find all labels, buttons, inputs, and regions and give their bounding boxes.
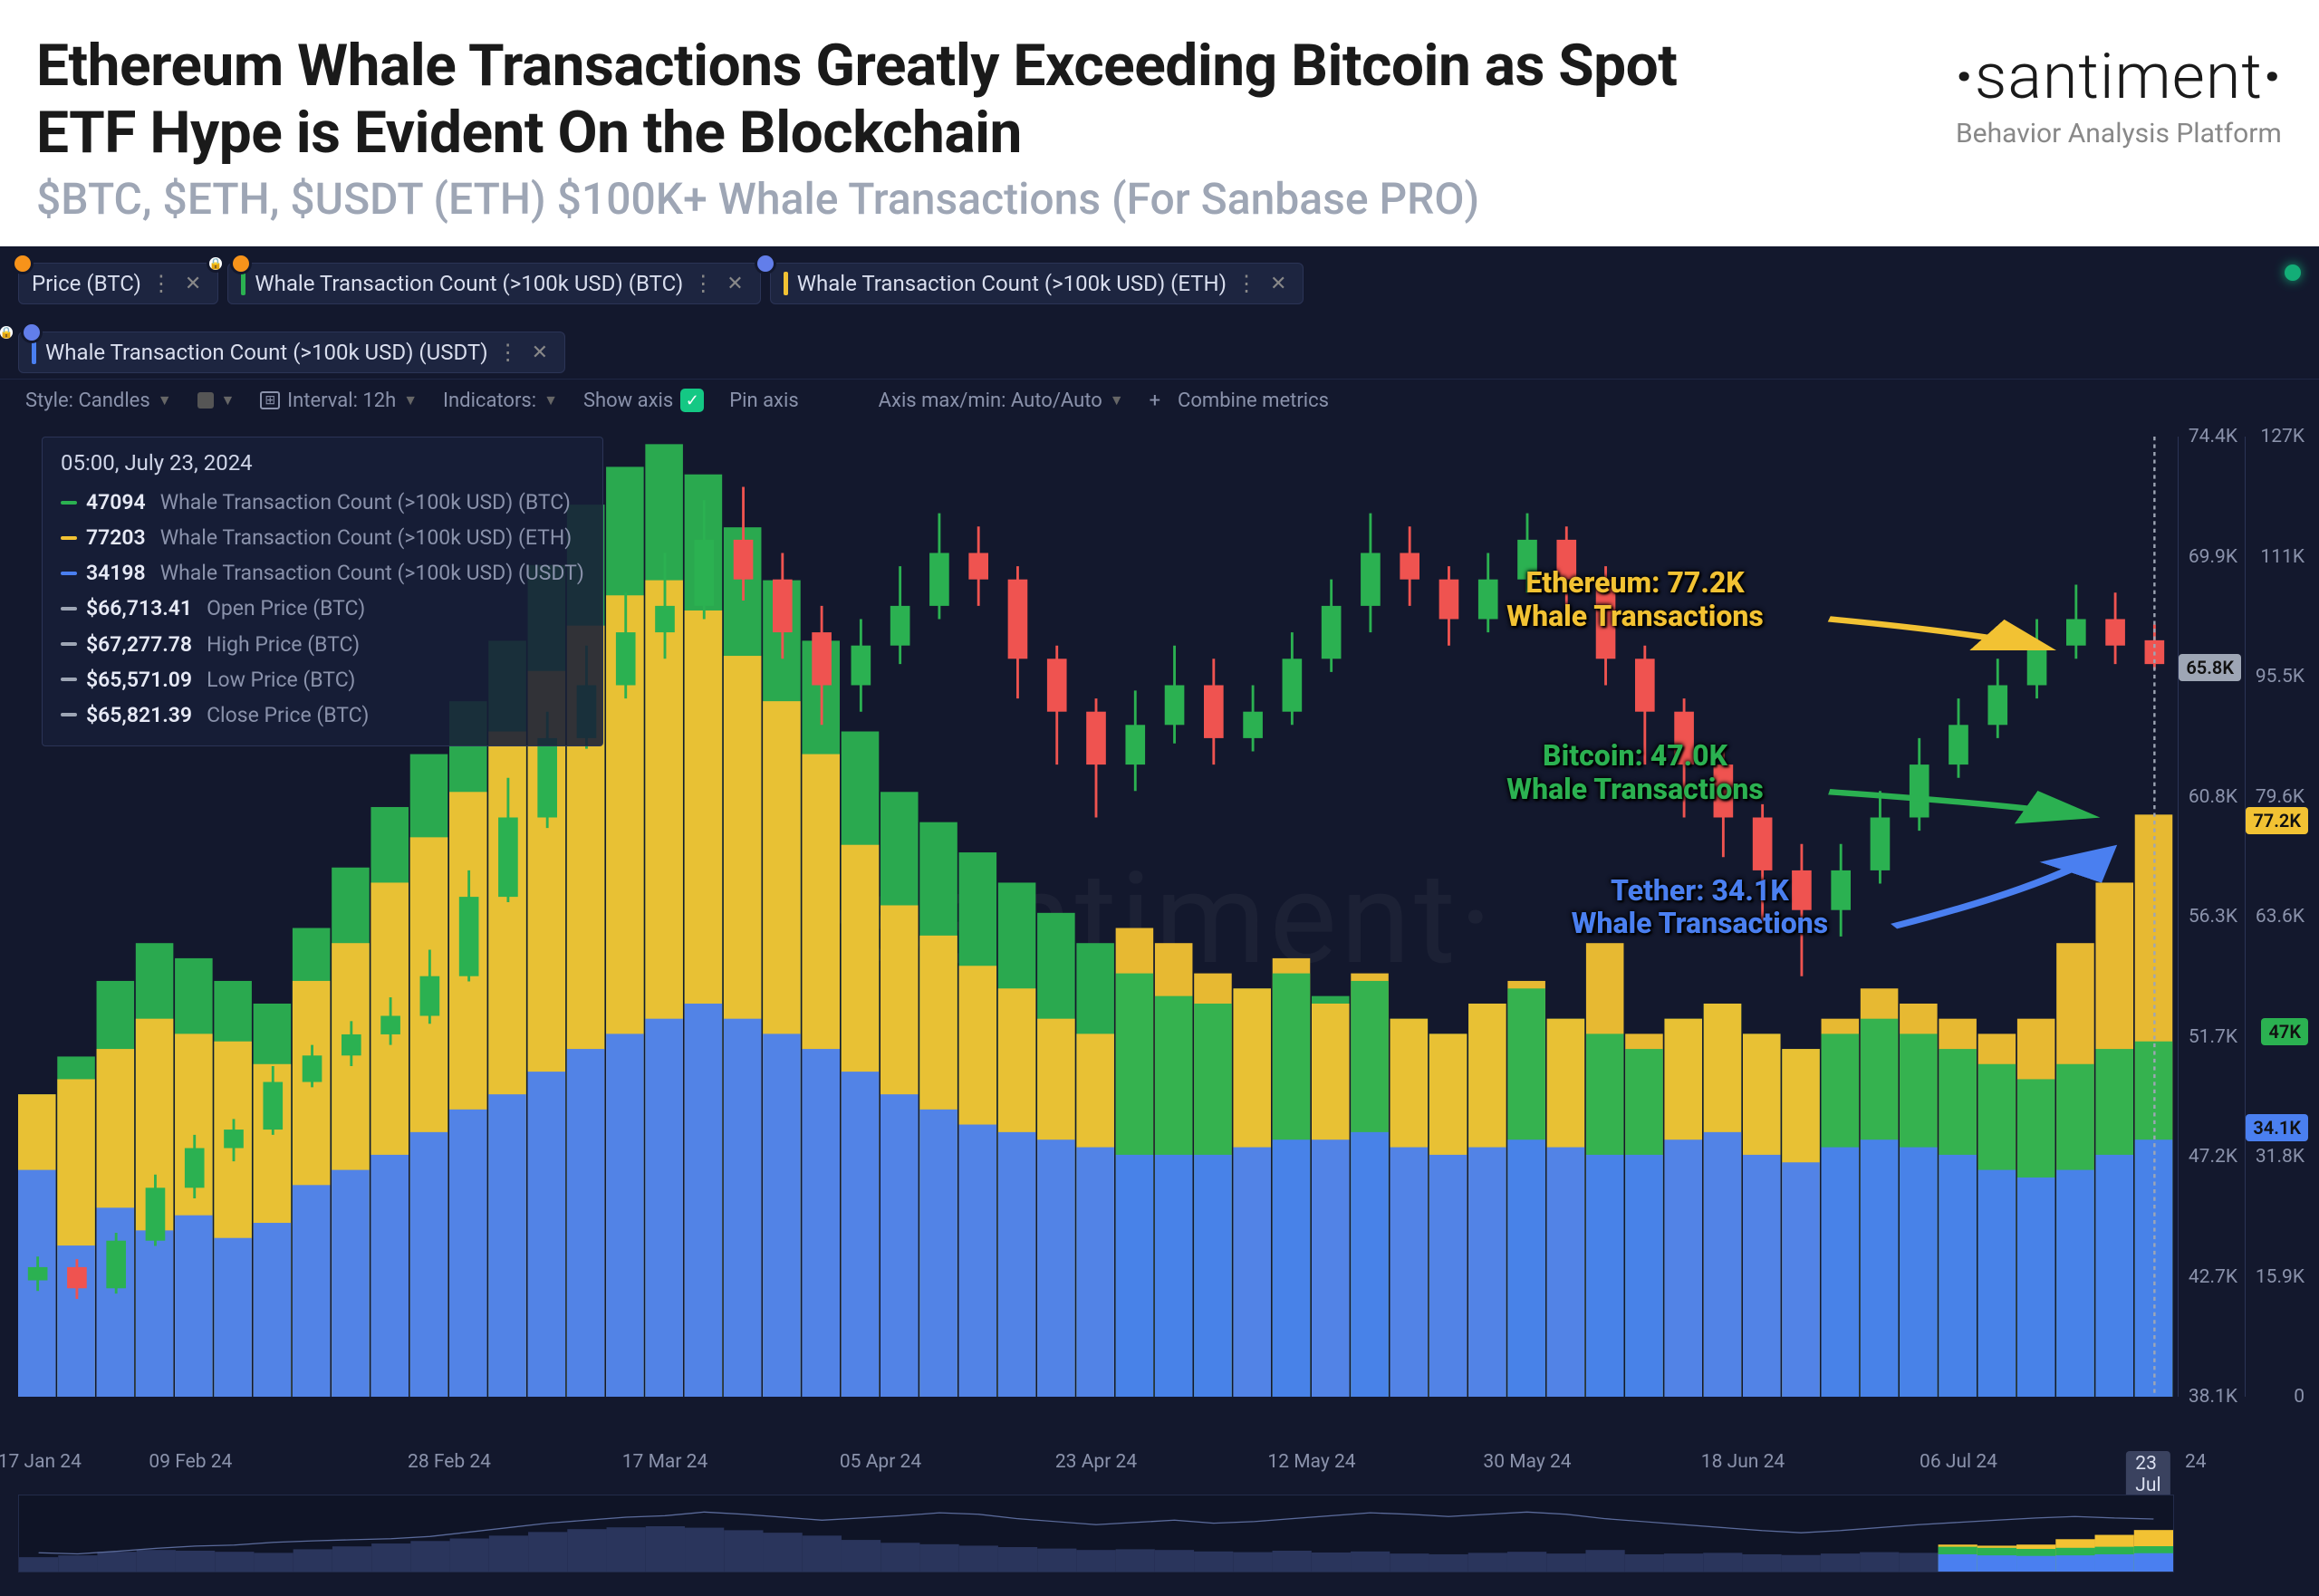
- axis-minmax-select[interactable]: Axis max/min: Auto/Auto ▼: [879, 389, 1124, 412]
- indicators-select[interactable]: Indicators: ▼: [443, 389, 558, 412]
- plot-inner[interactable]: 05:00, July 23, 2024 47094Whale Transact…: [18, 437, 2174, 1397]
- axis-tick: 42.7K: [2189, 1266, 2237, 1288]
- legend-row: $67,277.78High Price (BTC): [61, 627, 584, 662]
- axis-tick: 34.1K: [2246, 1114, 2308, 1141]
- chip-menu-icon[interactable]: ⋮: [1236, 271, 1257, 296]
- chip-menu-icon[interactable]: ⋮: [497, 340, 519, 365]
- legend-row: 34198Whale Transaction Count (>100k USD)…: [61, 555, 584, 591]
- x-axis-tick: 17 Jan 24: [0, 1451, 82, 1473]
- chip-close-icon[interactable]: ✕: [723, 273, 746, 295]
- chip-label: Whale Transaction Count (>100k USD) (ETH…: [797, 271, 1227, 296]
- hover-legend: 05:00, July 23, 2024 47094Whale Transact…: [42, 437, 603, 746]
- axis-tick: 69.9K: [2189, 546, 2237, 568]
- axis-tick: 56.3K: [2189, 906, 2237, 928]
- coin-icon: [12, 253, 34, 274]
- axis-tick: 51.7K: [2189, 1026, 2237, 1048]
- chip-close-icon[interactable]: ✕: [181, 273, 205, 295]
- chart-toolbar: Style: Candles ▼ ▼ ⊞ Interval: 12h ▼ Ind…: [0, 379, 2319, 421]
- legend-row: 47094Whale Transaction Count (>100k USD)…: [61, 485, 584, 520]
- axis-tick: 15.9K: [2256, 1266, 2305, 1288]
- series-color-icon: [784, 272, 788, 295]
- legend-row: $65,571.09Low Price (BTC): [61, 662, 584, 697]
- x-axis-tick: 28 Feb 24: [408, 1451, 491, 1473]
- overview-strip[interactable]: [18, 1495, 2174, 1572]
- chip-menu-icon[interactable]: ⋮: [692, 271, 714, 296]
- y-axis-tx: 127K111K95.5K79.6K77.2K63.6K47K34.1K31.8…: [2245, 437, 2312, 1397]
- axis-tick: 111K: [2260, 546, 2305, 568]
- x-axis-tick: 18 Jun 24: [1701, 1451, 1785, 1473]
- x-axis: 17 Jan 2409 Feb 2428 Feb 2417 Mar 2405 A…: [18, 1451, 2174, 1478]
- x-axis-tick: 24: [2185, 1451, 2207, 1473]
- x-axis-tick: 12 May 24: [1267, 1451, 1355, 1473]
- chip-close-icon[interactable]: ✕: [1266, 273, 1290, 295]
- page-title: Ethereum Whale Transactions Greatly Exce…: [36, 33, 1757, 166]
- y-axes: 74.4K69.9K65.8K60.8K56.3K51.7K47.2K42.7K…: [2178, 437, 2312, 1397]
- combine-metrics-button[interactable]: + Combine metrics: [1150, 389, 1329, 412]
- axis-tick: 38.1K: [2189, 1386, 2237, 1408]
- axis-tick: 31.8K: [2256, 1146, 2305, 1168]
- interval-select[interactable]: ⊞ Interval: 12h ▼: [260, 389, 418, 412]
- axis-tick: 95.5K: [2256, 666, 2305, 687]
- legend-date: 05:00, July 23, 2024: [61, 450, 584, 476]
- chip-label: Whale Transaction Count (>100k USD) (USD…: [45, 340, 488, 365]
- chip-close-icon[interactable]: ✕: [528, 341, 552, 364]
- axis-tick: 0: [2294, 1386, 2305, 1408]
- metric-chip[interactable]: 🔒Whale Transaction Count (>100k USD) (US…: [18, 332, 565, 373]
- x-axis-tick: 06 Jul 24: [1920, 1451, 1997, 1473]
- brand-logo: ·santiment·: [1955, 40, 2283, 114]
- series-color-icon: [241, 272, 245, 295]
- metric-chips-row: Price (BTC)⋮✕🔒Whale Transaction Count (>…: [0, 246, 2319, 379]
- series-color-icon: [32, 341, 36, 364]
- metric-chip[interactable]: Whale Transaction Count (>100k USD) (ETH…: [770, 263, 1304, 304]
- metric-chip[interactable]: Price (BTC) ⋮ ✕: [18, 263, 218, 304]
- axis-tick: 65.8K: [2179, 654, 2241, 681]
- axis-tick: 77.2K: [2246, 807, 2308, 834]
- lock-icon: 🔒: [207, 255, 225, 273]
- chip-label: Price (BTC): [32, 271, 141, 296]
- x-axis-tick: 30 May 24: [1483, 1451, 1571, 1473]
- plot-area: ·santiment· 05:00, July 23, 2024 47094Wh…: [0, 437, 2319, 1442]
- brand-block: ·santiment· Behavior Analysis Platform: [1955, 33, 2283, 149]
- show-axis-toggle[interactable]: Show axis ✓: [583, 389, 704, 412]
- x-axis-tick: 23 Apr 24: [1055, 1451, 1137, 1473]
- axis-tick: 63.6K: [2256, 906, 2305, 928]
- brand-tagline: Behavior Analysis Platform: [1955, 118, 2283, 149]
- x-axis-tick: 17 Mar 24: [622, 1451, 708, 1473]
- y-axis-price: 74.4K69.9K65.8K60.8K56.3K51.7K47.2K42.7K…: [2178, 437, 2245, 1397]
- x-axis-tick: 05 Apr 24: [840, 1451, 921, 1473]
- x-axis-tick: 09 Feb 24: [149, 1451, 232, 1473]
- lock-icon: 🔒: [0, 323, 15, 341]
- axis-tick: 60.8K: [2189, 786, 2237, 808]
- chip-label: Whale Transaction Count (>100k USD) (BTC…: [255, 271, 683, 296]
- coin-icon: [755, 253, 776, 274]
- fill-toggle[interactable]: ▼: [197, 391, 236, 409]
- chip-menu-icon[interactable]: ⋮: [150, 271, 172, 296]
- coin-icon: [21, 322, 43, 343]
- style-select[interactable]: Style: Candles ▼: [25, 389, 172, 412]
- axis-tick: 127K: [2260, 426, 2305, 447]
- axis-tick: 74.4K: [2189, 426, 2237, 447]
- coin-icon: [230, 253, 252, 274]
- legend-row: $65,821.39Close Price (BTC): [61, 697, 584, 733]
- axis-tick: 79.6K: [2256, 786, 2305, 808]
- page-subtitle: $BTC, $ETH, $USDT (ETH) $100K+ Whale Tra…: [36, 173, 1757, 225]
- axis-tick: 47.2K: [2189, 1146, 2237, 1168]
- legend-row: 77203Whale Transaction Count (>100k USD)…: [61, 520, 584, 555]
- pin-axis-toggle[interactable]: Pin axis: [729, 389, 798, 412]
- title-block: Ethereum Whale Transactions Greatly Exce…: [36, 33, 1757, 225]
- page-header: Ethereum Whale Transactions Greatly Exce…: [0, 0, 2319, 236]
- axis-tick: 47K: [2261, 1018, 2308, 1045]
- chart-panel: Price (BTC)⋮✕🔒Whale Transaction Count (>…: [0, 246, 2319, 1596]
- legend-row: $66,713.41Open Price (BTC): [61, 591, 584, 626]
- metric-chip[interactable]: 🔒Whale Transaction Count (>100k USD) (BT…: [227, 263, 760, 304]
